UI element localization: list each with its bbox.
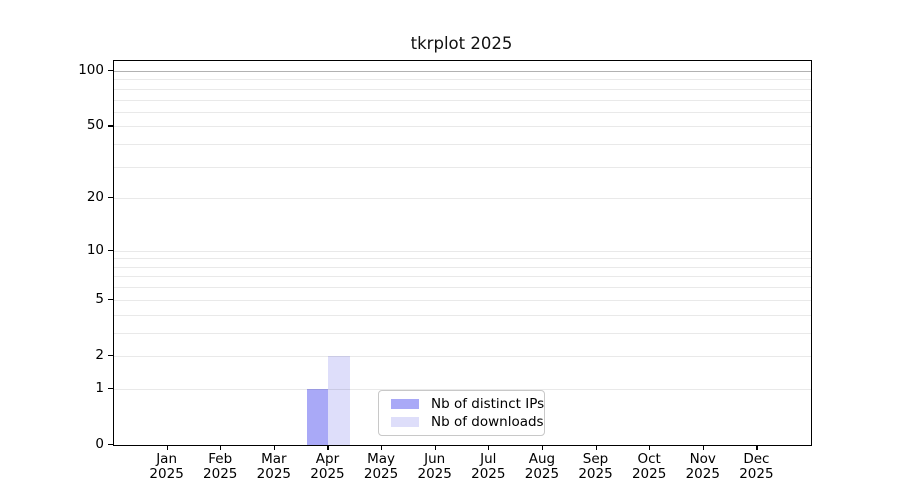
y-tick-mark — [108, 125, 113, 127]
x-tick-label: Jul 2025 — [471, 451, 506, 482]
x-tick-mark — [381, 445, 383, 450]
plot-area — [113, 60, 812, 446]
x-tick-label: Dec 2025 — [739, 451, 774, 482]
gridline — [114, 314, 811, 316]
bar-nb-of-distinct-ips — [306, 388, 329, 445]
x-tick-mark — [649, 445, 651, 450]
x-tick-mark — [541, 445, 544, 450]
bar-nb-of-downloads — [328, 355, 351, 445]
x-tick-mark — [756, 445, 758, 450]
legend-swatch-downloads — [391, 417, 419, 428]
x-tick-label: Aug 2025 — [524, 451, 560, 482]
gridline — [114, 166, 811, 168]
gridline — [114, 198, 811, 200]
chart-title: tkrplot 2025 — [410, 34, 513, 53]
gridline — [114, 355, 811, 357]
x-tick-label: Jun 2025 — [417, 451, 452, 482]
x-tick-label: Jan 2025 — [149, 451, 184, 482]
gridline — [114, 99, 811, 101]
y-tick-mark — [108, 444, 113, 446]
gridline — [114, 276, 811, 278]
y-tick-label: 2 — [95, 346, 104, 363]
gridline — [114, 332, 811, 334]
y-tick-label: 100 — [78, 61, 104, 78]
gridline — [114, 266, 811, 268]
y-tick-label: 10 — [86, 241, 104, 258]
legend-swatch-distinct-ips — [391, 398, 419, 409]
x-tick-mark — [220, 445, 222, 450]
y-tick-label: 50 — [86, 117, 104, 134]
legend-row: Nb of downloads — [379, 414, 544, 430]
y-tick-mark — [108, 249, 113, 251]
y-tick-mark — [108, 387, 113, 389]
y-tick-label: 0 — [95, 436, 104, 452]
gridline — [114, 79, 811, 81]
y-tick-label: 20 — [86, 189, 104, 206]
x-tick-mark — [273, 445, 276, 450]
gridline — [114, 250, 811, 252]
y-tick-label: 5 — [95, 290, 104, 307]
x-tick-label: Feb 2025 — [203, 451, 238, 482]
y-tick-mark — [108, 354, 113, 357]
x-tick-mark — [327, 445, 329, 450]
x-tick-label: Sep 2025 — [578, 451, 613, 482]
legend-label: Nb of distinct IPs — [431, 395, 545, 412]
gridline — [114, 144, 811, 146]
gridline — [114, 111, 811, 113]
gridline — [114, 70, 811, 72]
gridline — [114, 299, 811, 301]
x-tick-label: Nov 2025 — [685, 451, 720, 482]
x-tick-label: Oct 2025 — [631, 451, 667, 482]
y-tick-mark — [108, 298, 113, 300]
y-tick-label: 1 — [95, 379, 104, 396]
x-tick-mark — [595, 445, 597, 450]
gridline — [114, 88, 811, 90]
x-tick-mark — [434, 445, 436, 450]
x-tick-mark — [488, 445, 490, 450]
legend-row: Nb of distinct IPs — [379, 396, 544, 412]
y-tick-mark — [108, 197, 113, 199]
y-tick-mark — [108, 69, 113, 72]
gridline — [114, 126, 811, 128]
legend: Nb of distinct IPs Nb of downloads — [378, 390, 545, 436]
gridline — [114, 388, 811, 390]
x-tick-mark — [166, 445, 168, 450]
x-tick-label: Mar 2025 — [256, 451, 292, 482]
gridline — [114, 258, 811, 260]
x-tick-label: Apr 2025 — [310, 451, 345, 482]
x-tick-label: May 2025 — [363, 451, 399, 482]
gridline — [114, 287, 811, 289]
legend-label: Nb of downloads — [431, 414, 544, 431]
x-tick-mark — [702, 445, 704, 450]
